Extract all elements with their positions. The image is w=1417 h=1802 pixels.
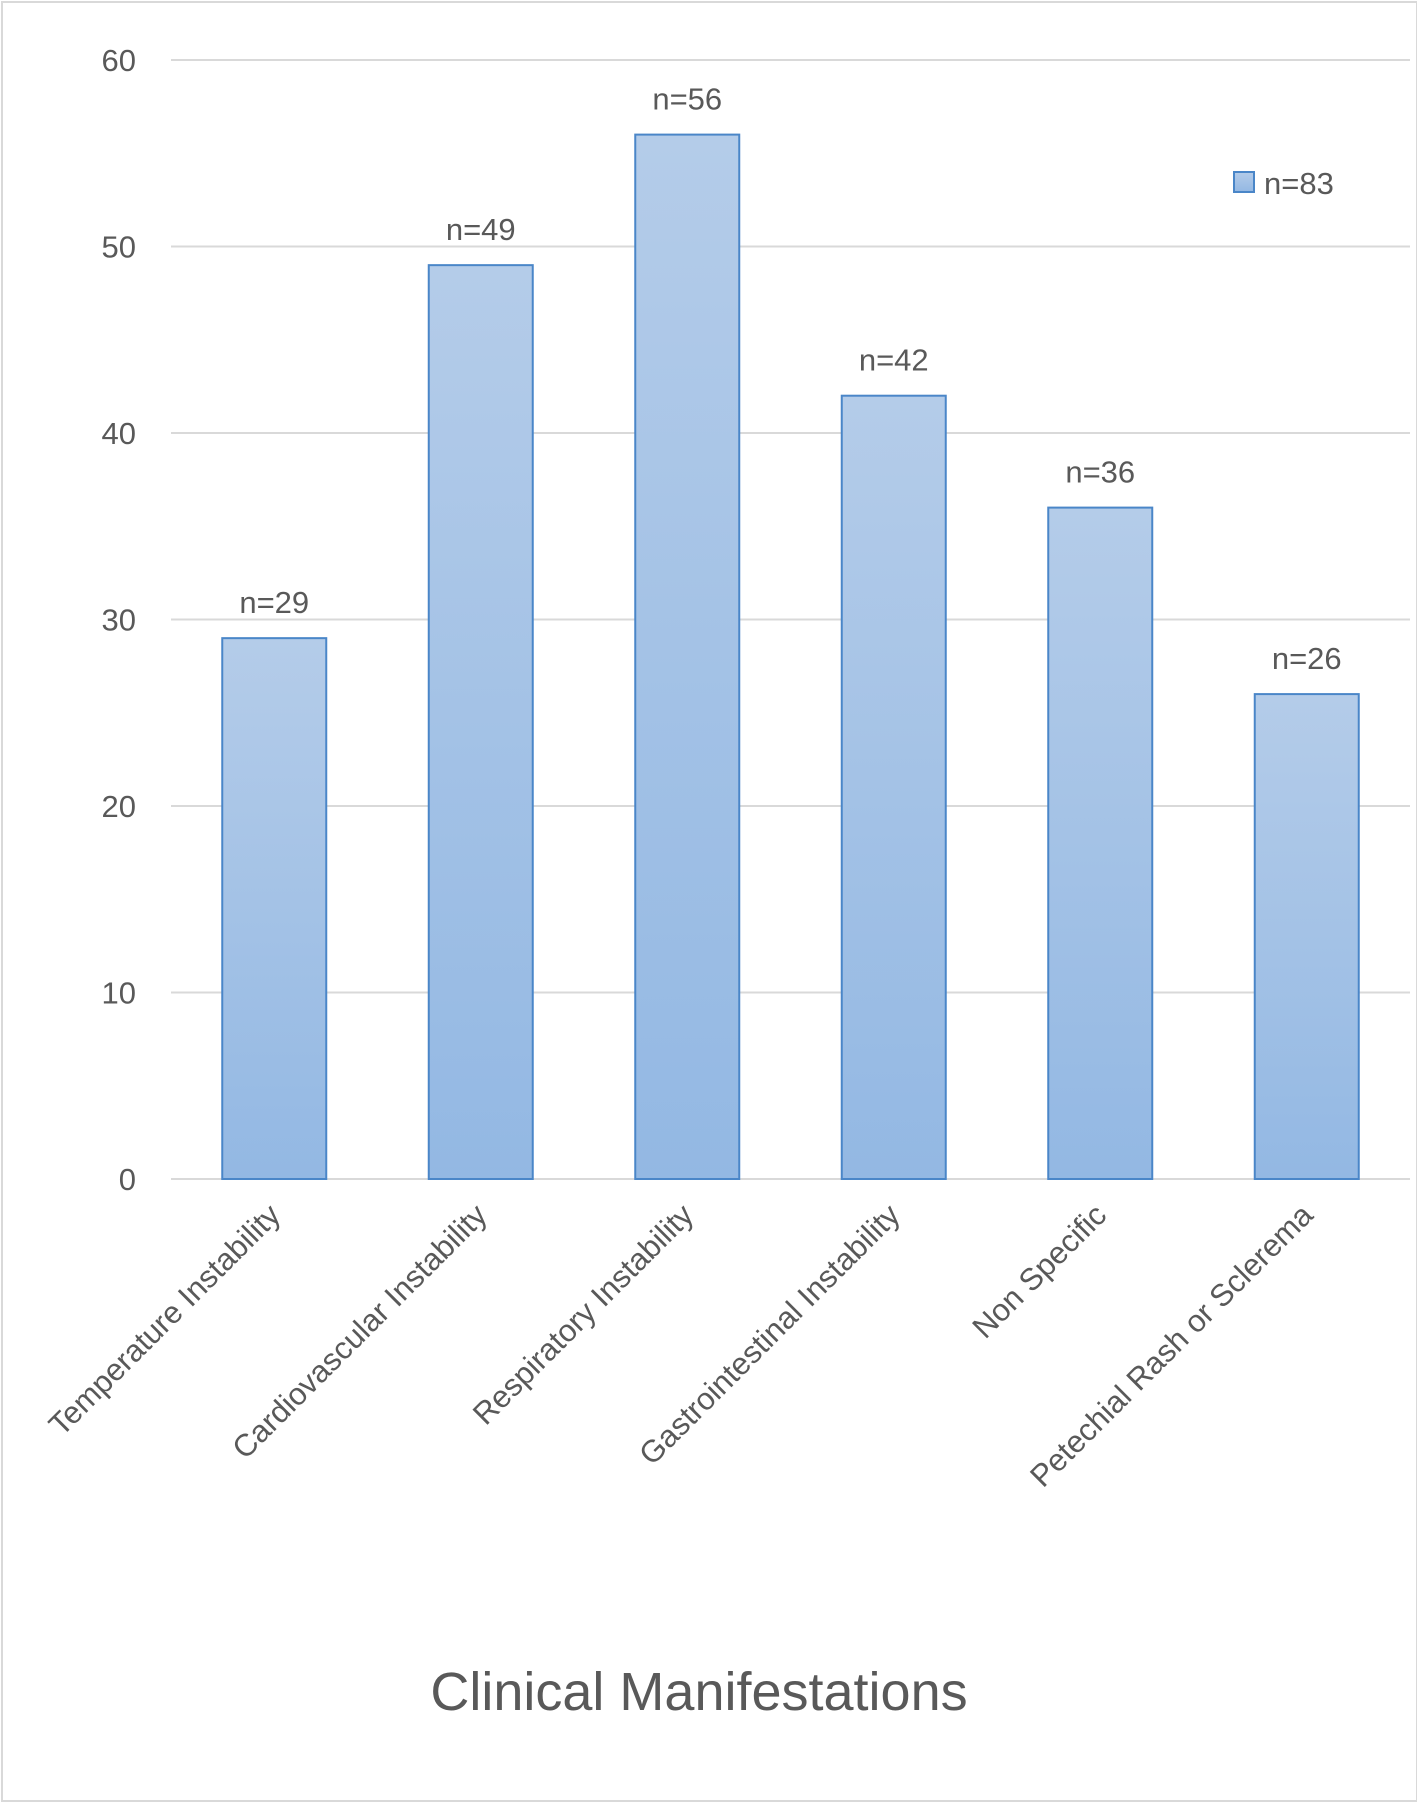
bar bbox=[634, 133, 741, 1181]
data-label: n=36 bbox=[1065, 455, 1135, 490]
bar bbox=[1047, 506, 1154, 1181]
category-label: Respiratory Instability bbox=[466, 1197, 701, 1432]
legend-swatch bbox=[1233, 171, 1255, 193]
gridlines bbox=[171, 59, 1410, 1180]
data-label: n=56 bbox=[652, 82, 722, 117]
data-label: n=29 bbox=[239, 585, 309, 620]
bar bbox=[840, 394, 947, 1180]
y-tick-label: 30 bbox=[102, 603, 136, 638]
y-tick-label: 50 bbox=[102, 230, 136, 265]
x-axis-title: Clinical Manifestations bbox=[430, 1662, 967, 1722]
category-label: Temperature Instability bbox=[42, 1197, 288, 1443]
data-labels: n=29 n=49 n=56 n=42 n=36 n=26 bbox=[239, 82, 1342, 676]
y-tick-label: 60 bbox=[102, 43, 136, 78]
data-label: n=26 bbox=[1272, 641, 1342, 676]
legend-label: n=83 bbox=[1264, 166, 1334, 201]
y-tick-label: 20 bbox=[102, 789, 136, 824]
data-label: n=42 bbox=[859, 343, 929, 378]
category-label: Non Specific bbox=[965, 1197, 1113, 1345]
y-tick-label: 40 bbox=[102, 416, 136, 451]
legend: n=83 bbox=[1233, 166, 1334, 201]
bar bbox=[427, 264, 534, 1180]
y-tick-label: 0 bbox=[119, 1162, 136, 1197]
bar bbox=[1253, 693, 1360, 1180]
y-tick-label: 10 bbox=[102, 976, 136, 1011]
data-label: n=49 bbox=[446, 212, 516, 247]
y-axis-ticks: 0 10 20 30 40 50 60 bbox=[102, 43, 136, 1197]
bars bbox=[221, 133, 1360, 1181]
bar bbox=[221, 637, 328, 1180]
